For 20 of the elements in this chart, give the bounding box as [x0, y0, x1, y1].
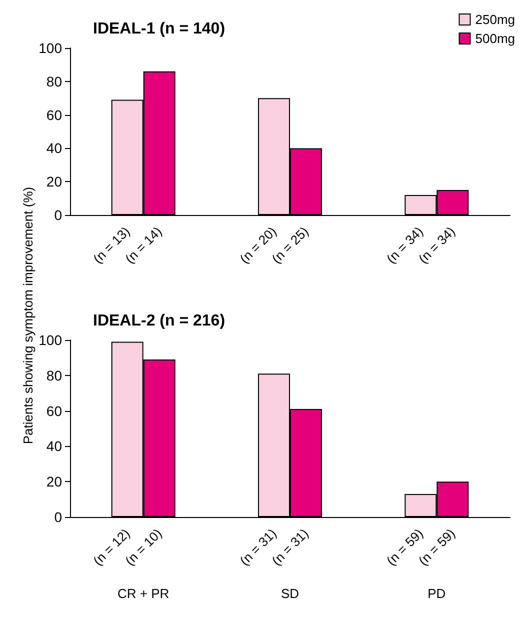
y-tick-label: 80: [46, 73, 62, 90]
y-tick-label: 80: [46, 367, 62, 384]
y-tick-label: 0: [54, 509, 62, 525]
legend-label: 250mg: [475, 12, 515, 27]
x-tick-label: CR + PR: [118, 586, 170, 601]
chart-title: IDEAL-1 (n = 140): [93, 20, 226, 38]
y-axis-title: Patients showing symptom improvement (%): [20, 186, 36, 446]
y-tick-label: 40: [46, 438, 62, 454]
y-tick-label: 20: [46, 474, 62, 490]
legend-label: 500mg: [475, 31, 515, 46]
x-tick-label: PD: [428, 586, 446, 601]
y-tick-label: 100: [38, 332, 62, 348]
y-tick-label: 40: [46, 140, 62, 156]
y-tick-label: 20: [46, 174, 62, 190]
chart-title: IDEAL-2 (n = 216): [93, 312, 226, 330]
y-tick-label: 60: [46, 106, 62, 123]
y-tick-label: 0: [54, 207, 62, 223]
y-tick-label: 60: [46, 402, 62, 419]
x-tick-label: SD: [280, 586, 300, 601]
y-tick-label: 100: [38, 40, 62, 56]
